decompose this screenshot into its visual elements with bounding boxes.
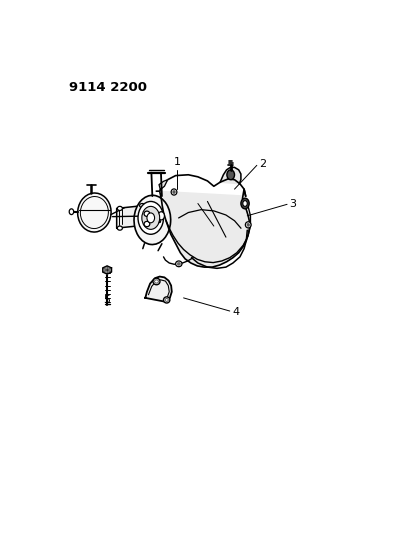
Polygon shape bbox=[103, 266, 111, 274]
Polygon shape bbox=[117, 206, 144, 228]
Circle shape bbox=[243, 200, 247, 206]
Ellipse shape bbox=[165, 298, 168, 301]
Text: 3: 3 bbox=[290, 199, 297, 209]
Circle shape bbox=[147, 213, 155, 223]
Circle shape bbox=[138, 201, 164, 235]
Ellipse shape bbox=[245, 222, 251, 228]
Ellipse shape bbox=[175, 261, 182, 266]
Ellipse shape bbox=[155, 280, 158, 283]
Ellipse shape bbox=[140, 223, 145, 227]
Ellipse shape bbox=[78, 193, 111, 232]
Circle shape bbox=[227, 170, 235, 180]
Ellipse shape bbox=[173, 191, 175, 193]
Text: 2: 2 bbox=[259, 159, 266, 168]
Text: 9114 2200: 9114 2200 bbox=[69, 81, 147, 94]
Text: 5: 5 bbox=[104, 295, 111, 305]
Circle shape bbox=[69, 209, 74, 215]
Polygon shape bbox=[159, 180, 168, 190]
Polygon shape bbox=[220, 167, 241, 184]
Circle shape bbox=[142, 206, 159, 229]
Ellipse shape bbox=[247, 223, 249, 227]
Polygon shape bbox=[145, 277, 172, 302]
Ellipse shape bbox=[177, 262, 180, 265]
Text: 4: 4 bbox=[232, 307, 240, 317]
Ellipse shape bbox=[144, 221, 150, 227]
Circle shape bbox=[158, 212, 164, 220]
Text: 1: 1 bbox=[174, 157, 181, 166]
Ellipse shape bbox=[117, 206, 122, 211]
Ellipse shape bbox=[144, 211, 150, 216]
Ellipse shape bbox=[171, 189, 177, 195]
Ellipse shape bbox=[140, 204, 145, 207]
Ellipse shape bbox=[164, 297, 170, 303]
Circle shape bbox=[241, 198, 249, 209]
Ellipse shape bbox=[117, 226, 122, 230]
Polygon shape bbox=[157, 189, 249, 267]
Ellipse shape bbox=[134, 195, 171, 245]
Ellipse shape bbox=[153, 278, 160, 285]
